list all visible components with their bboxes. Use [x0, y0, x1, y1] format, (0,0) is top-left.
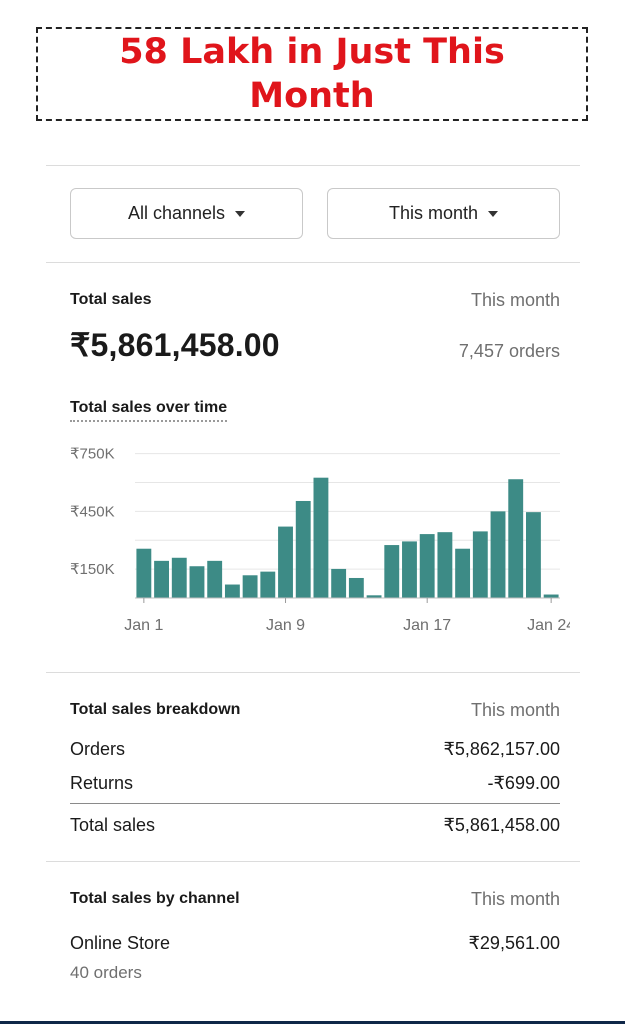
chevron-down-icon [488, 210, 499, 217]
x-tick-label: Jan 17 [403, 617, 451, 634]
by-channel-period: This month [470, 889, 560, 909]
chart-bar[interactable] [366, 595, 382, 598]
breakdown-returns-value: -₹699.00 [487, 773, 560, 793]
headline-banner: 58 Lakh in Just This Month [36, 27, 588, 121]
chart-bar[interactable] [242, 575, 258, 598]
breakdown-period: This month [470, 700, 560, 720]
chart-bar[interactable] [472, 531, 488, 598]
channel-orders: 40 orders [70, 963, 142, 982]
chart-bar[interactable] [526, 512, 541, 598]
x-tick-label: Jan 9 [266, 617, 305, 634]
y-tick-label: ₹450K [70, 503, 115, 520]
chart-bar[interactable] [154, 560, 169, 598]
divider [46, 672, 580, 673]
period-select-label: This month [388, 203, 479, 223]
chart-bar[interactable] [455, 548, 471, 598]
y-tick-label: ₹150K [70, 561, 115, 578]
total-orders-count: 7,457 orders [458, 341, 560, 361]
chart-bar[interactable] [490, 511, 506, 599]
chart-bar[interactable] [171, 557, 187, 598]
chart-bar[interactable] [295, 500, 311, 598]
breakdown-total-value: ₹5,861,458.00 [443, 815, 560, 835]
chart-bar[interactable] [543, 594, 559, 598]
chart-bar[interactable] [331, 568, 347, 598]
chart-bar[interactable] [136, 548, 152, 598]
breakdown-total-label: Total sales [70, 815, 156, 835]
chart-bar[interactable] [224, 584, 240, 598]
chart-bar[interactable] [437, 532, 453, 598]
breakdown-orders-label: Orders [70, 739, 126, 759]
divider [46, 861, 580, 862]
chart-bar[interactable] [278, 526, 293, 598]
chart-bar[interactable] [384, 545, 400, 598]
chart-bar[interactable] [189, 566, 205, 598]
chart-bar[interactable] [508, 479, 524, 598]
chart-bar[interactable] [348, 577, 364, 598]
breakdown-total-divider [70, 803, 560, 804]
total-sales-period: This month [470, 290, 560, 310]
breakdown-title: Total sales breakdown [70, 701, 241, 718]
chevron-down-icon [235, 210, 246, 217]
chart-title[interactable]: Total sales over time [70, 399, 228, 422]
period-select[interactable]: This month [327, 188, 560, 239]
chart-bar[interactable] [313, 477, 329, 598]
channel-name: Online Store [70, 933, 171, 953]
x-tick-label: Jan 24 [527, 617, 570, 634]
x-tick-label: Jan 1 [124, 617, 163, 634]
channel-select[interactable]: All channels [70, 188, 303, 239]
chart-bar[interactable] [207, 560, 223, 598]
total-sales-amount: ₹5,861,458.00 [70, 327, 280, 363]
chart-bar[interactable] [419, 534, 435, 598]
divider [46, 262, 580, 263]
by-channel-title: Total sales by channel [70, 890, 240, 907]
divider [46, 165, 580, 166]
headline-text: 58 Lakh in Just This Month [119, 32, 505, 116]
chart-bar[interactable] [260, 571, 276, 598]
channel-value: ₹29,561.00 [468, 933, 560, 953]
breakdown-orders-value: ₹5,862,157.00 [443, 739, 560, 759]
breakdown-returns-label: Returns [70, 773, 134, 793]
sales-over-time-chart: ₹750K ₹450K ₹150K Jan 1 Jan 9 Jan 17 Jan 24 [70, 446, 570, 634]
bottom-bar [0, 1021, 625, 1024]
channel-select-label: All channels [127, 203, 226, 223]
chart-bar[interactable] [402, 541, 417, 598]
y-tick-label: ₹750K [70, 446, 115, 463]
total-sales-label: Total sales [70, 291, 152, 308]
